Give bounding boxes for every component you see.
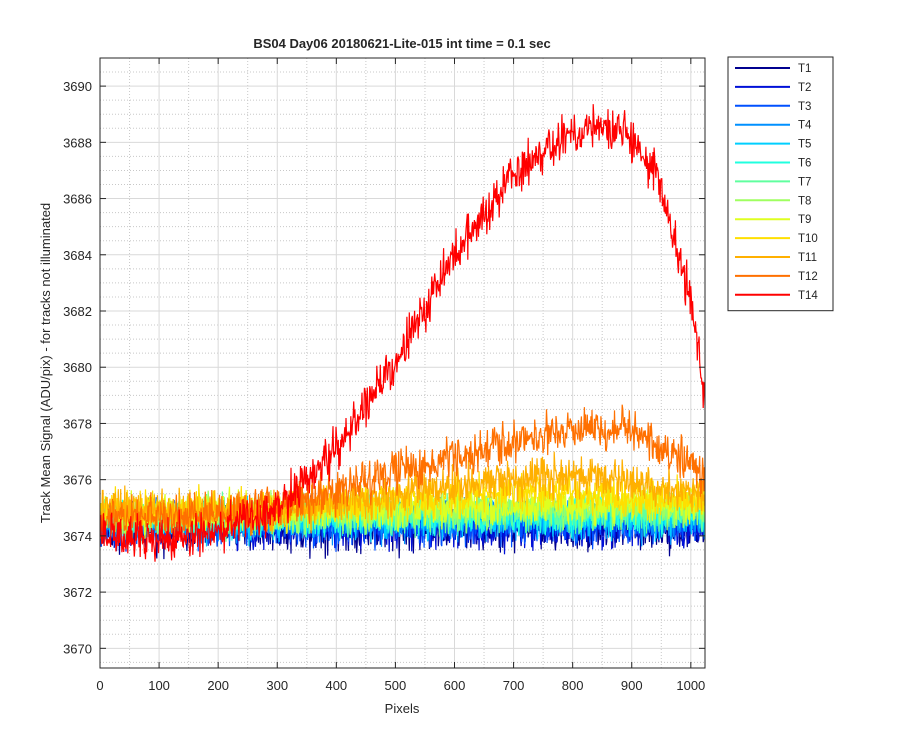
legend-label-t5: T5 bbox=[798, 139, 811, 151]
y-tick-label: 3686 bbox=[63, 192, 92, 207]
y-tick-label: 3670 bbox=[63, 641, 92, 656]
y-tick-label: 3680 bbox=[63, 360, 92, 375]
x-axis-ticks: 0 100 200 300 400 500 600 700 800 900 1000 bbox=[96, 58, 705, 693]
legend-label-t3: T3 bbox=[798, 101, 811, 113]
y-tick-label: 3684 bbox=[63, 248, 92, 263]
x-tick-label: 600 bbox=[444, 678, 466, 693]
y-tick-label: 3682 bbox=[63, 304, 92, 319]
legend-box bbox=[727, 56, 834, 312]
y-tick-label: 3676 bbox=[63, 473, 92, 488]
x-tick-label: 400 bbox=[325, 678, 347, 693]
x-tick-label: 900 bbox=[621, 678, 643, 693]
x-tick-label: 300 bbox=[266, 678, 288, 693]
legend-label-t10: T10 bbox=[798, 233, 818, 245]
y-tick-label: 3678 bbox=[63, 416, 92, 431]
plot-area bbox=[100, 58, 705, 668]
y-tick-label: 3672 bbox=[63, 585, 92, 600]
legend-label-t4: T4 bbox=[798, 120, 812, 132]
y-axis-label: Track Mean Signal (ADU/pix) - for tracks… bbox=[38, 203, 53, 523]
plot-frame bbox=[99, 57, 706, 669]
legend-label-t12: T12 bbox=[798, 271, 818, 283]
y-axis-ticks: 3670 3672 3674 3676 3678 3680 3682 3684 3686 3688… bbox=[63, 79, 705, 656]
legend-label-t9: T9 bbox=[798, 214, 811, 226]
x-tick-label: 700 bbox=[503, 678, 525, 693]
legend-label-t14: T14 bbox=[798, 290, 818, 302]
x-tick-label: 800 bbox=[562, 678, 584, 693]
x-tick-label: 1000 bbox=[676, 678, 705, 693]
x-tick-label: 0 bbox=[96, 678, 103, 693]
x-tick-label: 100 bbox=[148, 678, 170, 693]
y-tick-label: 3690 bbox=[63, 79, 92, 94]
legend-label-t7: T7 bbox=[798, 176, 811, 188]
legend-label-t8: T8 bbox=[798, 195, 811, 207]
x-tick-label: 500 bbox=[385, 678, 407, 693]
legend-label-t1: T1 bbox=[798, 63, 811, 75]
legend-label-t6: T6 bbox=[798, 158, 811, 170]
series-line-t14 bbox=[100, 104, 705, 562]
chart-title: BS04 Day06 20180621-Lite-015 int time = … bbox=[253, 36, 550, 51]
legend: T1 T2 T3 T4 T5 T6 T7 T8 T9 T10 T11 T12 T14 bbox=[727, 56, 834, 312]
legend-label-t11: T11 bbox=[798, 252, 817, 264]
x-axis-label: Pixels bbox=[385, 701, 420, 716]
y-tick-label: 3688 bbox=[63, 135, 92, 150]
x-tick-label: 200 bbox=[207, 678, 229, 693]
legend-label-t2: T2 bbox=[798, 82, 811, 94]
y-tick-label: 3674 bbox=[63, 529, 92, 544]
series-lines bbox=[100, 104, 705, 562]
